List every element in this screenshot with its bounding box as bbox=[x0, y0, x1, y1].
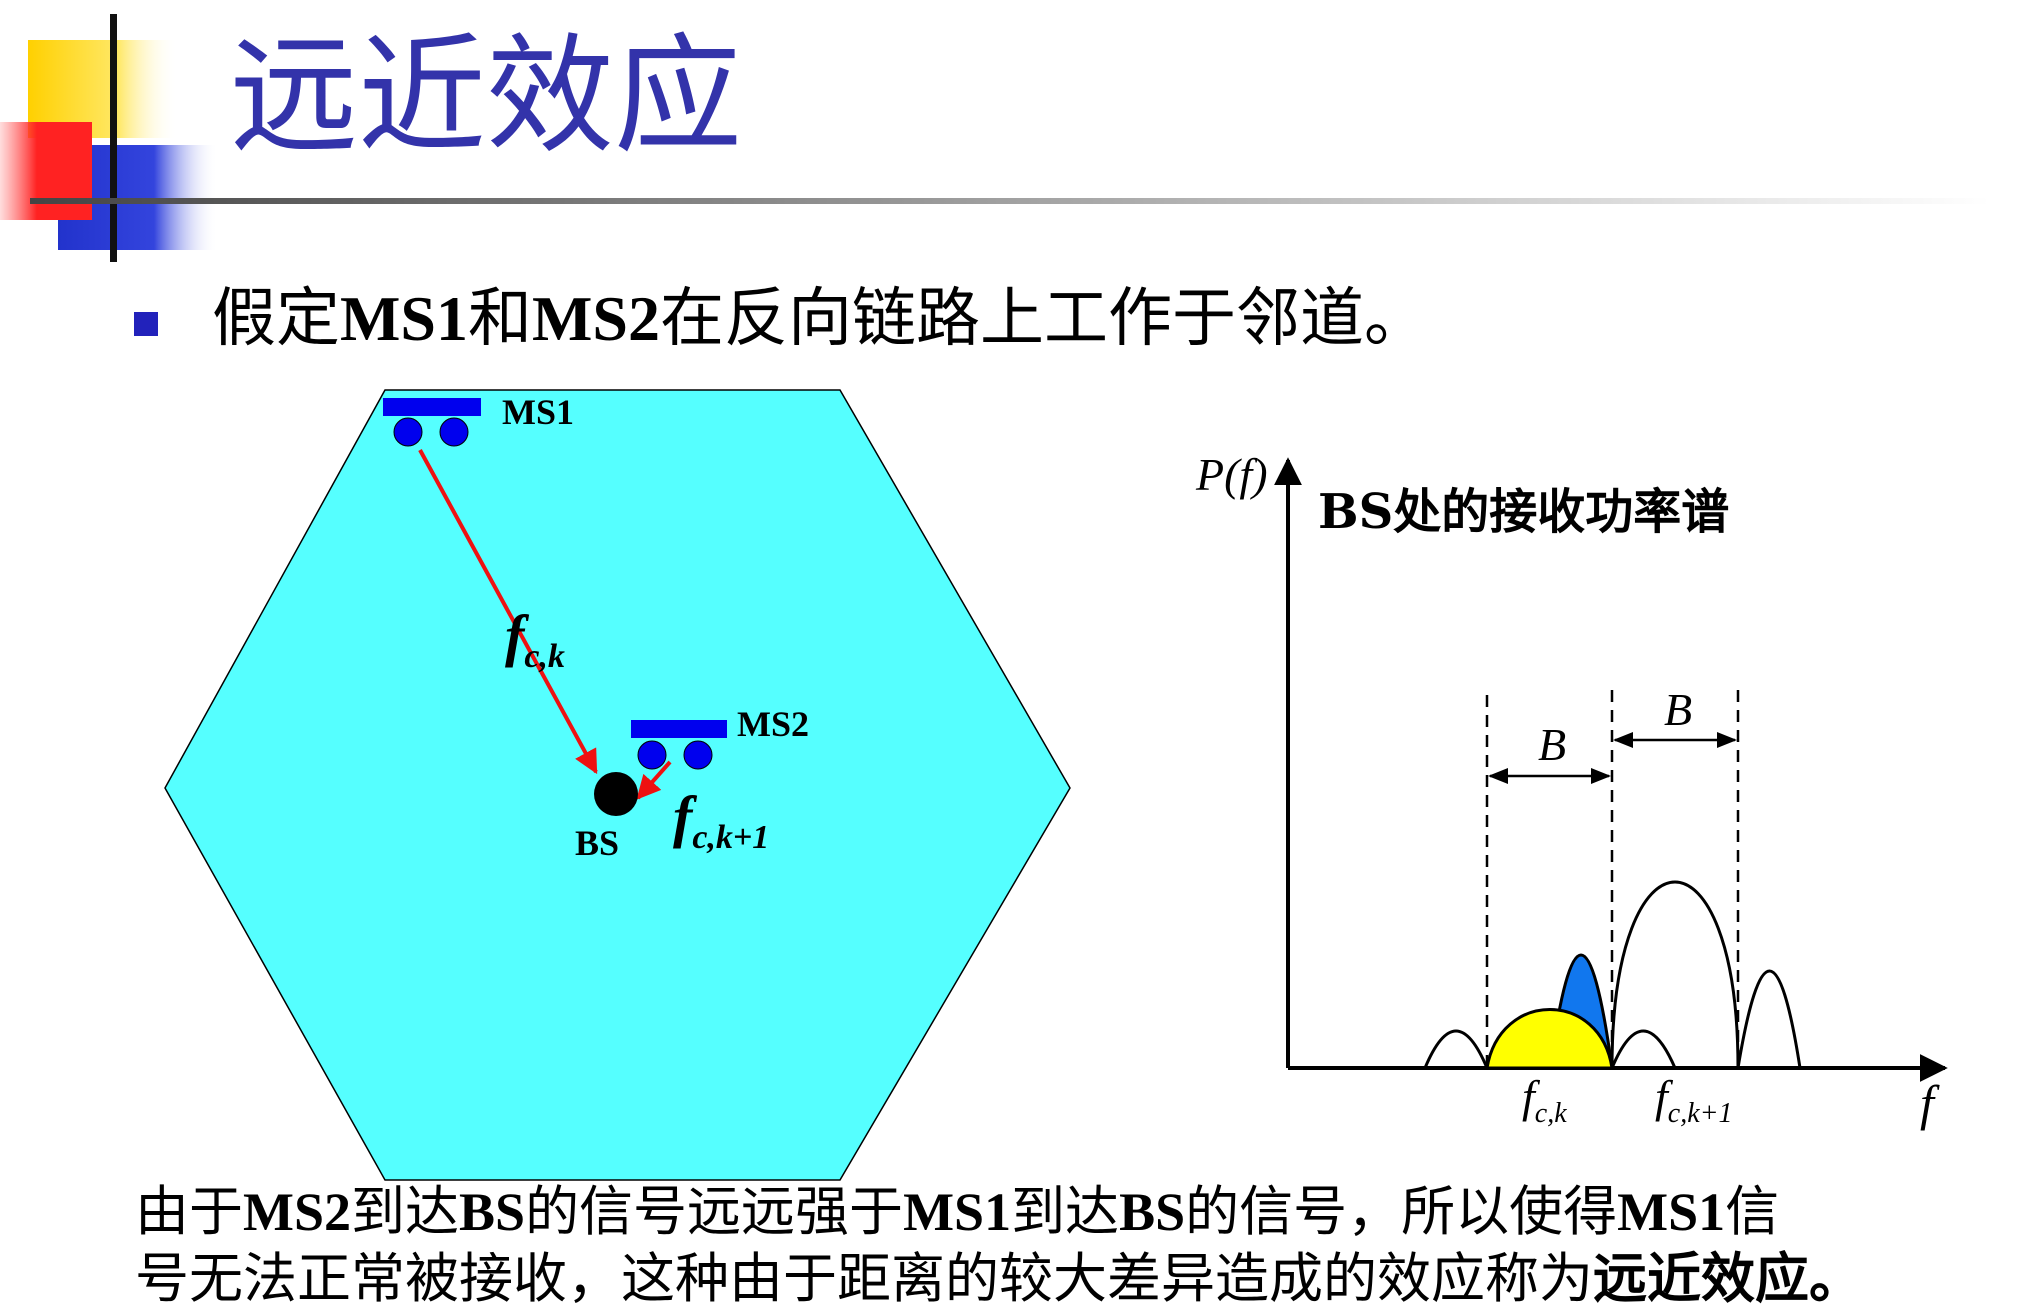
caption-line1-segment-5: MS1 bbox=[903, 1182, 1011, 1242]
ms2-to-bs-arrow bbox=[636, 760, 672, 800]
ms2-label: MS2 bbox=[737, 704, 809, 744]
caption-line1-segment-3: BS bbox=[459, 1182, 525, 1242]
caption-line1-segment-6: 到达 bbox=[1011, 1180, 1119, 1243]
decor-yellow-block bbox=[28, 40, 178, 138]
ms1-to-bs-arrow bbox=[418, 449, 598, 775]
ms2-main-lobe bbox=[1610, 880, 1740, 1069]
bullet-segment-2: 和 bbox=[468, 282, 532, 356]
ms1-main-lobe bbox=[1485, 1008, 1614, 1070]
caption-line1-segment-0: 由于 bbox=[135, 1180, 243, 1243]
bullet-text: 假定MS1和MS2在反向链路上工作于邻道。 bbox=[212, 282, 1428, 356]
caption-line1-segment-7: BS bbox=[1119, 1182, 1185, 1242]
cell-diagram: MS1 MS2 BS fc,k fc,k+1 bbox=[164, 389, 1071, 1181]
decor-vertical-bar bbox=[110, 14, 117, 262]
ms1-label: MS1 bbox=[502, 392, 574, 432]
ms2-mobile-icon bbox=[631, 720, 727, 770]
x-axis-label: f bbox=[1920, 1075, 1940, 1131]
bullet-segment-0: 假定 bbox=[212, 282, 340, 356]
caption-line2-segment-0: 号无法正常被接收，这种由于距离的较大差异造成的效应称为 bbox=[135, 1247, 1593, 1308]
caption-line1-segment-4: 的信号远远强于 bbox=[525, 1180, 903, 1243]
bullet-segment-3: MS2 bbox=[532, 283, 660, 354]
bullet-segment-1: MS1 bbox=[340, 283, 468, 354]
caption-line1-segment-9: MS1 bbox=[1617, 1182, 1725, 1242]
spectrum-title: BS处的接收功率谱 bbox=[1318, 484, 1729, 540]
bs-label: BS bbox=[575, 823, 619, 863]
base-station-icon bbox=[594, 772, 638, 816]
spectrum-plot: P(f) f BS处的接收功率谱 B B fc,k fc,k+1 bbox=[1195, 449, 1948, 1131]
sidelobe-right bbox=[1610, 1029, 1677, 1069]
caption-line-1: 由于MS2到达BS的信号远远强于MS1到达BS的信号，所以使得MS1信 bbox=[135, 1180, 1779, 1243]
y-axis-label: P(f) bbox=[1195, 449, 1268, 500]
bullet-square-icon bbox=[134, 312, 158, 336]
tick-label-fck: fc,k bbox=[1522, 1071, 1567, 1129]
caption-line1-segment-1: MS2 bbox=[243, 1182, 351, 1242]
caption-line1-segment-10: 信 bbox=[1725, 1180, 1779, 1243]
page-title: 远近效应 bbox=[230, 22, 742, 171]
header-decoration bbox=[0, 14, 1990, 262]
caption-line-2: 号无法正常被接收，这种由于距离的较大差异造成的效应称为远近效应。 bbox=[135, 1247, 1863, 1308]
title-rule bbox=[30, 198, 1990, 204]
bandwidth-label-right: B bbox=[1664, 684, 1692, 735]
tick-label-fck1: fc,k+1 bbox=[1655, 1071, 1733, 1129]
ms2-sidelobe bbox=[1736, 969, 1802, 1069]
caption-line1-segment-2: 到达 bbox=[351, 1180, 459, 1243]
decor-red-block bbox=[0, 122, 92, 220]
sidelobe-left bbox=[1423, 1029, 1489, 1069]
caption-line2-segment-1: 远近效应。 bbox=[1593, 1249, 1863, 1308]
ms1-mobile-icon bbox=[383, 398, 481, 447]
bandwidth-label-left: B bbox=[1538, 719, 1566, 770]
caption-line1-segment-8: 的信号，所以使得 bbox=[1185, 1180, 1617, 1243]
bullet-segment-4: 在反向链路上工作于邻道。 bbox=[660, 282, 1428, 356]
